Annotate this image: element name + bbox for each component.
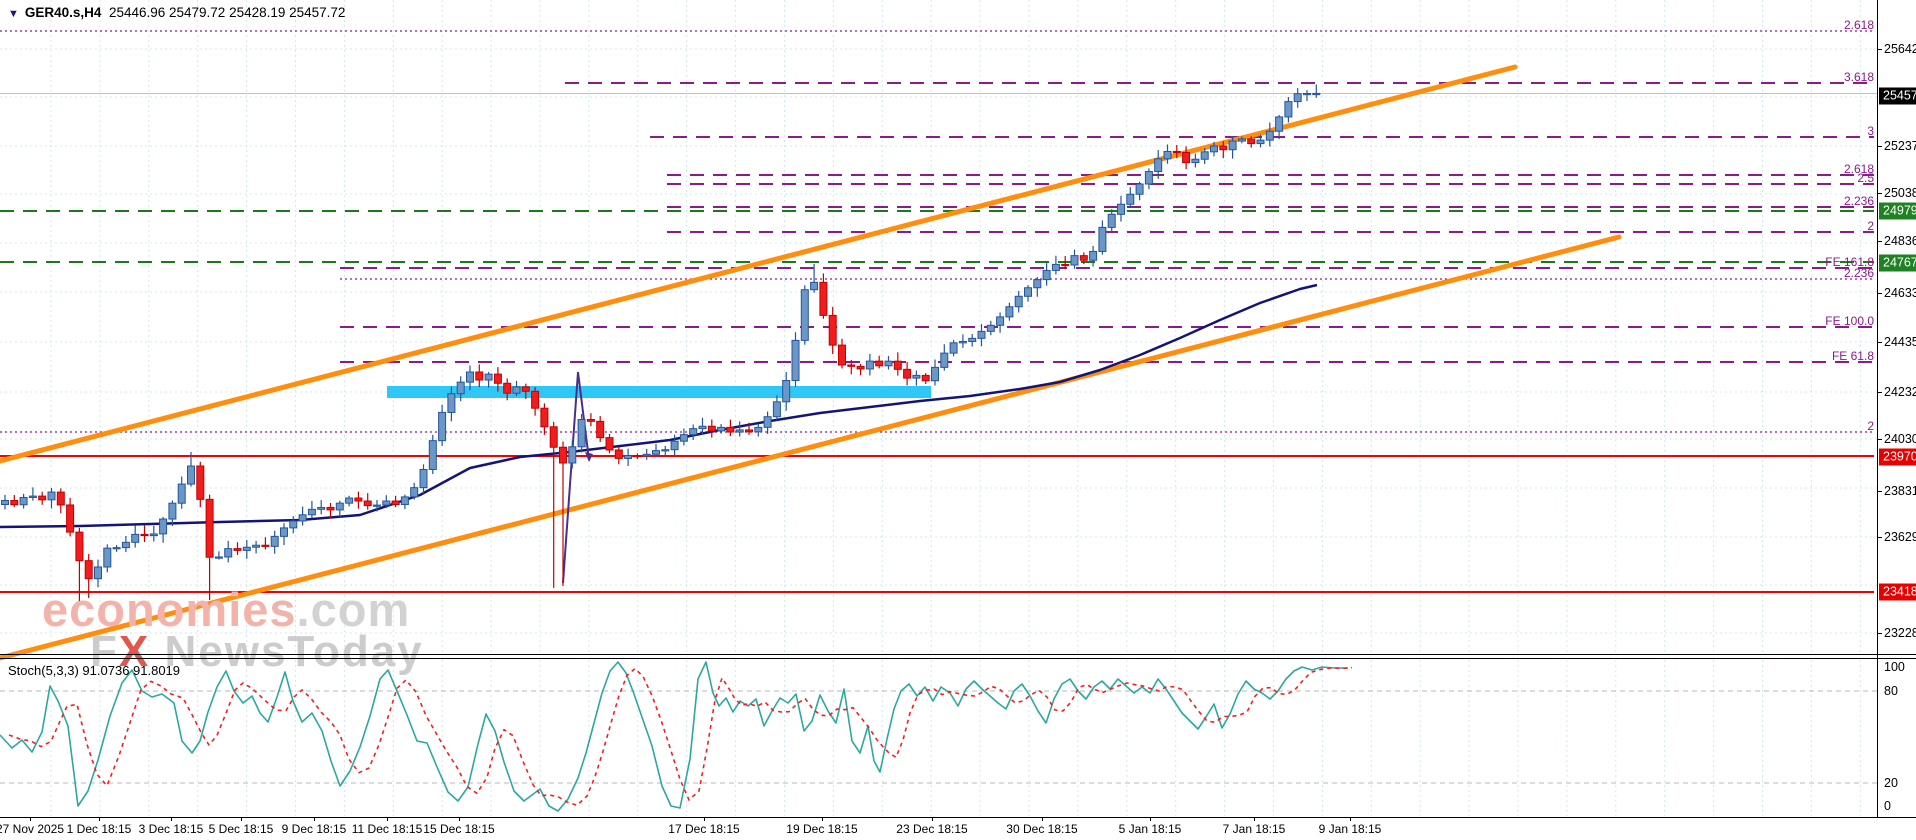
time-axis-label: 17 Dec 18:15 xyxy=(668,822,740,836)
price-axis-label: 24836.10 xyxy=(1884,234,1916,248)
time-axis-tick xyxy=(241,817,242,821)
time-axis-label: 27 Nov 2025 xyxy=(0,822,65,836)
stoch-scale-label-0: 0 xyxy=(1884,799,1891,813)
time-axis-label: 9 Jan 18:15 xyxy=(1318,822,1382,836)
symbol-period-label: GER40.s,H4 xyxy=(24,5,102,20)
time-axis-tick xyxy=(99,817,100,821)
fib-level-label: 2.618 xyxy=(1843,18,1874,32)
price-axis-tick xyxy=(1877,633,1882,634)
symbol-dropdown-icon[interactable]: ▼ xyxy=(8,8,19,20)
fib-level-label: 2.236 xyxy=(1843,266,1874,280)
price-green-badge: 24767.89 xyxy=(1879,254,1916,272)
price-axis-tick xyxy=(1877,193,1882,194)
price-axis-label: 25642.05 xyxy=(1884,42,1916,56)
time-axis-label: 9 Dec 18:15 xyxy=(281,822,347,836)
time-axis-border xyxy=(0,817,1916,818)
time-axis-tick xyxy=(822,817,823,821)
panel-separator-line[interactable] xyxy=(0,654,1916,655)
price-axis-label: 23228.25 xyxy=(1884,626,1916,640)
price-green-badge: 24979.28 xyxy=(1879,202,1916,220)
price-axis-label: 24232.65 xyxy=(1884,385,1916,399)
price-axis-tick xyxy=(1877,293,1882,294)
stochastic-panel-area[interactable] xyxy=(0,660,1877,817)
price-axis-label: 24633.60 xyxy=(1884,286,1916,300)
price-axis-tick xyxy=(1877,146,1882,147)
time-axis-label: 3 Dec 18:15 xyxy=(138,822,204,836)
time-axis-label: 30 Dec 18:15 xyxy=(1006,822,1078,836)
price-axis-tick xyxy=(1877,491,1882,492)
fib-level-label: FE 100.0 xyxy=(1825,314,1874,328)
stoch-scale-label-20: 20 xyxy=(1884,776,1898,790)
time-axis-label: 15 Dec 18:15 xyxy=(423,822,495,836)
time-axis-tick xyxy=(1042,817,1043,821)
time-axis-label: 7 Jan 18:15 xyxy=(1222,822,1286,836)
fib-level-label: 2.5 xyxy=(1857,171,1874,185)
price-axis-tick xyxy=(1877,537,1882,538)
price-red-badge: 23418.89 xyxy=(1879,583,1916,601)
price-axis-label: 25237.05 xyxy=(1884,139,1916,153)
ohlc-values: 25446.96 25479.72 25428.19 25457.72 xyxy=(108,5,346,20)
price-current-badge: 25457.72 xyxy=(1879,87,1916,105)
time-axis-label: 23 Dec 18:15 xyxy=(896,822,968,836)
time-axis-tick xyxy=(30,817,31,821)
time-axis-label: 5 Dec 18:15 xyxy=(208,822,274,836)
price-axis-tick xyxy=(1877,241,1882,242)
stochastic-indicator-label: Stoch(5,3,3) 91.0736 91.8019 xyxy=(8,663,181,678)
fib-level-label: FE 61.8 xyxy=(1831,349,1874,363)
time-axis-label: 11 Dec 18:15 xyxy=(351,822,423,836)
price-axis-border xyxy=(1877,0,1878,817)
panel-separator-line-2[interactable] xyxy=(0,658,1916,659)
stoch-scale-label-80: 80 xyxy=(1884,684,1898,698)
time-axis-tick xyxy=(1350,817,1351,821)
time-axis-tick xyxy=(171,817,172,821)
fib-level-label: 2 xyxy=(1867,219,1874,233)
fib-level-label: 2 xyxy=(1867,419,1874,433)
price-axis-tick xyxy=(1877,49,1882,50)
time-axis-tick xyxy=(932,817,933,821)
price-red-badge: 23970.61 xyxy=(1879,448,1916,466)
chart-title: ▼ GER40.s,H4 25446.96 25479.72 25428.19 2… xyxy=(8,5,345,20)
time-axis-tick xyxy=(387,817,388,821)
price-axis-label: 24435.15 xyxy=(1884,335,1916,349)
fib-level-label: 2.236 xyxy=(1843,194,1874,208)
time-axis-label: 5 Jan 18:15 xyxy=(1118,822,1182,836)
price-axis-label: 23629.20 xyxy=(1884,530,1916,544)
time-axis-label: 1 Dec 18:15 xyxy=(66,822,132,836)
price-axis-label: 23831.70 xyxy=(1884,484,1916,498)
stoch-scale-label-100: 100 xyxy=(1884,660,1905,674)
price-axis-tick xyxy=(1877,392,1882,393)
main-chart-area[interactable] xyxy=(0,0,1877,654)
time-axis-tick xyxy=(459,817,460,821)
price-axis-tick xyxy=(1877,439,1882,440)
fib-level-label: 2.618 xyxy=(1843,162,1874,176)
time-axis-tick xyxy=(314,817,315,821)
fib-level-label: 3 xyxy=(1867,124,1874,138)
price-axis-tick xyxy=(1877,342,1882,343)
time-axis-label: 19 Dec 18:15 xyxy=(786,822,858,836)
time-axis-tick xyxy=(1150,817,1151,821)
price-axis-label: 24030.15 xyxy=(1884,432,1916,446)
fib-level-label: 3.618 xyxy=(1843,70,1874,84)
time-axis-tick xyxy=(704,817,705,821)
time-axis-tick xyxy=(1254,817,1255,821)
price-axis-label: 25038.60 xyxy=(1884,186,1916,200)
